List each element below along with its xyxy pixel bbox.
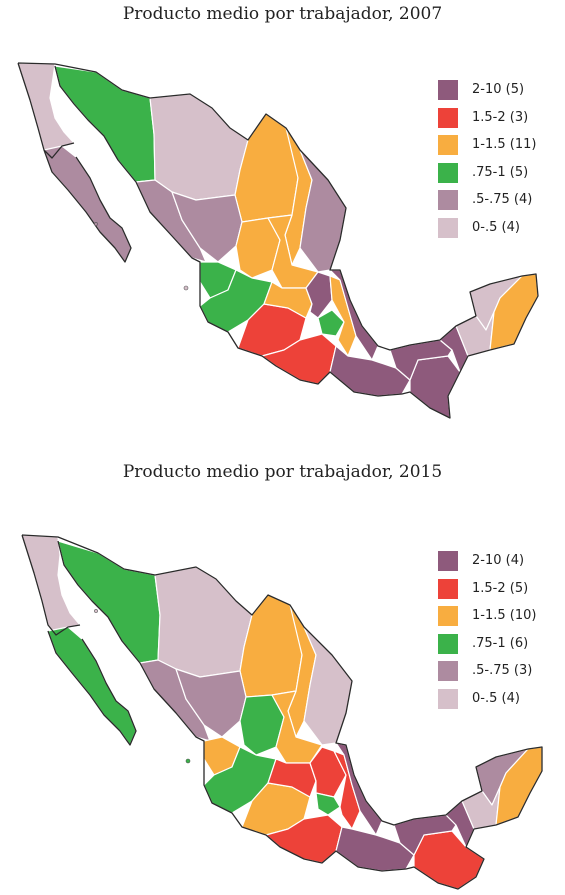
- choropleth-map-2007: [17, 62, 539, 419]
- state-chihuahua: [149, 93, 249, 201]
- legend-item: 0-.5 (4): [438, 688, 536, 709]
- mexico-outline-2007: [17, 62, 539, 419]
- map-title-2015: Producto medio por trabajador, 2015: [122, 462, 443, 482]
- legend-swatch: [438, 578, 458, 599]
- state-bajio: [267, 758, 317, 798]
- state-chihuahua: [154, 566, 253, 678]
- legend-label: 1-1.5 (11): [472, 137, 537, 152]
- state-queretaro-hidalgo: [305, 271, 333, 319]
- legend-item: 2-10 (4): [438, 551, 536, 571]
- legend-swatch: [438, 162, 458, 183]
- legend-label: 1.5-2 (5): [472, 580, 529, 596]
- legend-swatch: [438, 661, 458, 681]
- state-baja-california-sur: [43, 145, 132, 263]
- legend-item: 1.5-2 (5): [438, 578, 536, 599]
- state-estado-de-mexico: [315, 792, 341, 816]
- state-queretaro-hidalgo: [309, 746, 347, 798]
- legend-label: 1.5-2 (3): [472, 109, 529, 125]
- legend-label: 2-10 (5): [472, 82, 525, 97]
- legend-item: 1-1.5 (10): [438, 606, 536, 626]
- legend-item: 1.5-2 (3): [438, 107, 536, 128]
- islet-2015: [185, 758, 191, 764]
- legend-swatch: [438, 190, 458, 210]
- legend-label: .75-1 (6): [472, 635, 529, 651]
- legend-swatch: [438, 217, 458, 238]
- legend-swatch: [438, 135, 458, 155]
- state-coahuila: [234, 113, 301, 223]
- legend-swatch: [438, 688, 458, 709]
- state-coahuila: [239, 594, 305, 698]
- legend-label: .5-.75 (4): [472, 192, 533, 207]
- state-tamaulipas: [303, 626, 353, 746]
- islet-2007: [183, 285, 189, 291]
- states-2007: [17, 62, 539, 419]
- legend-item: .5-.75 (4): [438, 190, 536, 210]
- legend-item: 0-.5 (4): [438, 217, 536, 238]
- state-baja-california-sur: [47, 626, 137, 746]
- legend-2007: 2-10 (5) 1.5-2 (3) 1-1.5 (11) .75-1 (5) …: [438, 80, 536, 245]
- legend-item: 1-1.5 (11): [438, 135, 536, 155]
- legend-label: .5-.75 (3): [472, 663, 533, 678]
- legend-label: .75-1 (5): [472, 164, 529, 180]
- legend-swatch: [438, 551, 458, 571]
- legend-swatch: [438, 606, 458, 626]
- legend-label: 2-10 (4): [472, 553, 525, 568]
- choropleth-map-2015: [21, 534, 543, 890]
- legend-swatch: [438, 107, 458, 128]
- islet-2007-b: [94, 222, 98, 226]
- state-estado-de-mexico: [317, 309, 345, 337]
- state-bajio: [263, 281, 313, 319]
- legend-swatch: [438, 80, 458, 100]
- legend-label: 0-.5 (4): [472, 690, 520, 706]
- islet-2015-b: [94, 609, 98, 613]
- legend-item: .5-.75 (3): [438, 661, 536, 681]
- map-title-2007: Producto medio por trabajador, 2007: [122, 4, 443, 24]
- legend-swatch: [438, 633, 458, 654]
- legend-label: 1-1.5 (10): [472, 608, 537, 623]
- state-tamaulipas: [299, 149, 347, 273]
- mexico-outline-2015: [21, 534, 543, 890]
- legend-2015: 2-10 (4) 1.5-2 (5) 1-1.5 (10) .75-1 (6) …: [438, 551, 536, 716]
- legend-item: .75-1 (6): [438, 633, 536, 654]
- legend-item: 2-10 (5): [438, 80, 536, 100]
- legend-item: .75-1 (5): [438, 162, 536, 183]
- state-chiapas: [413, 830, 485, 890]
- legend-label: 0-.5 (4): [472, 219, 520, 235]
